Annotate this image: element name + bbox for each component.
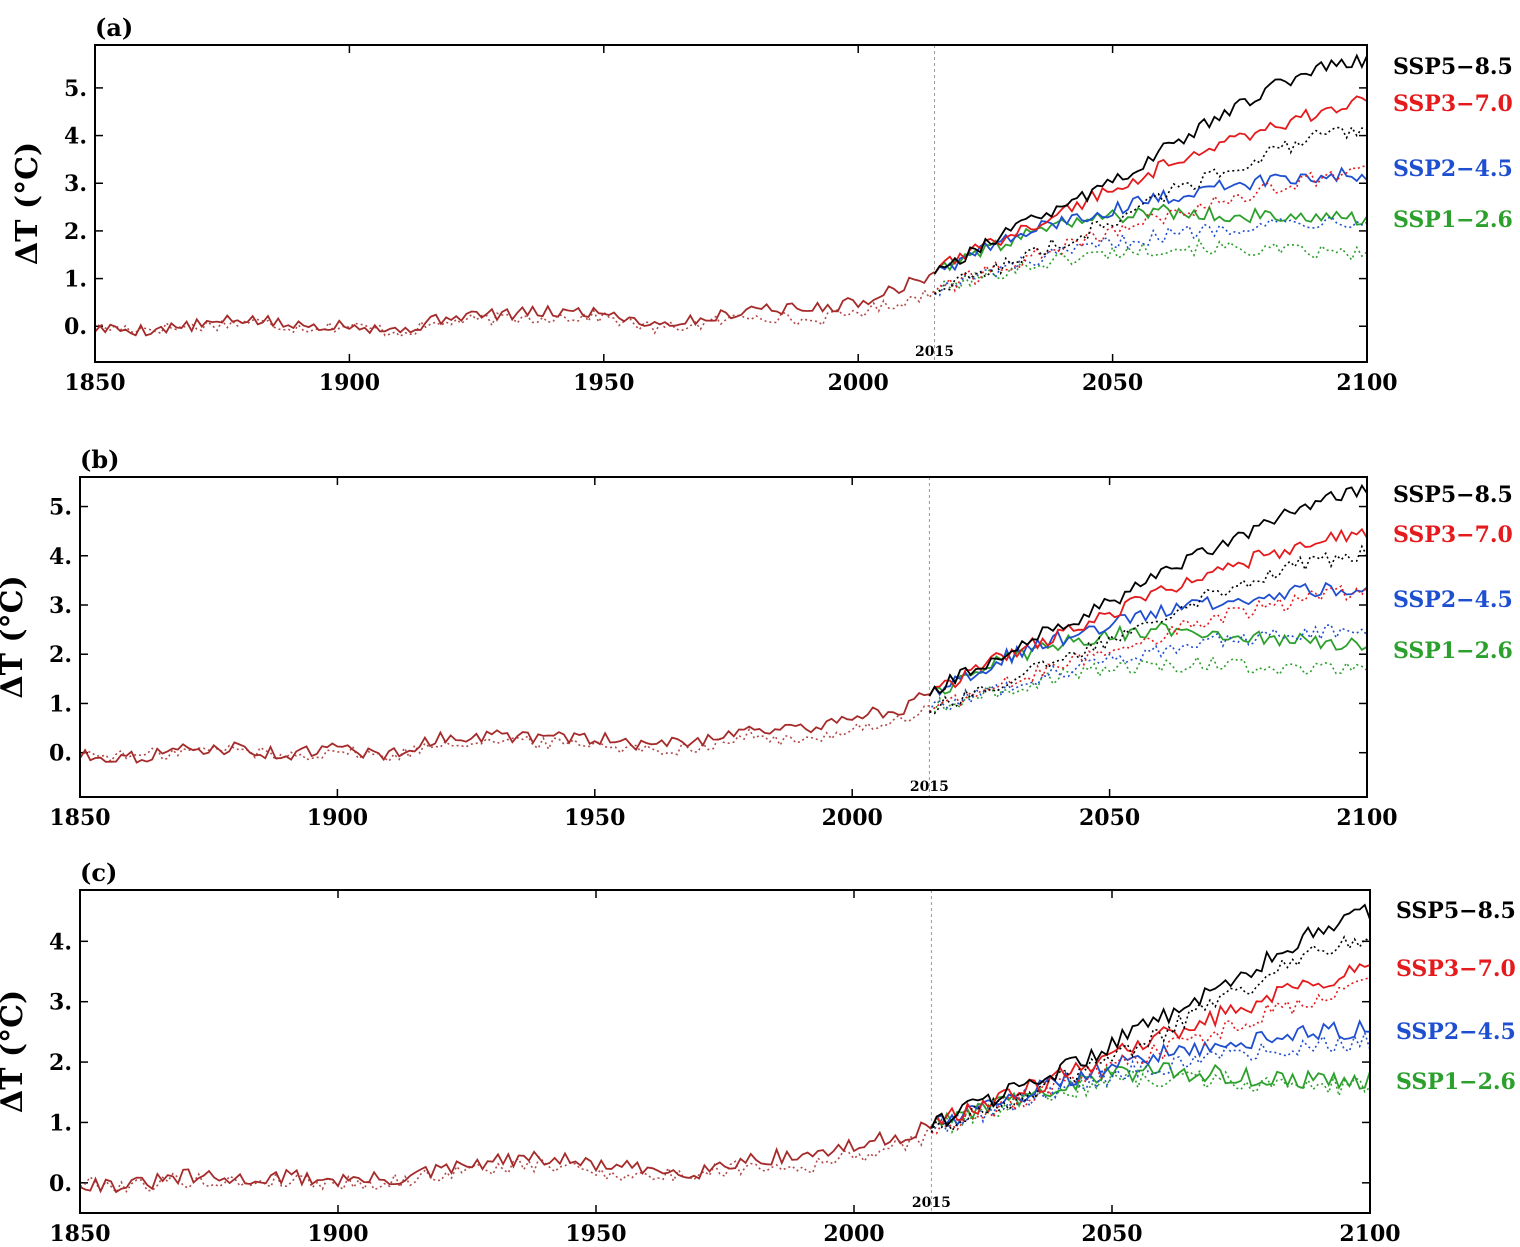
y-tick-label: 4. (49, 929, 72, 955)
y-tick-label: 1. (49, 691, 72, 717)
x-tick-label: 2050 (1079, 805, 1140, 831)
plot-area (80, 903, 1370, 1194)
legend-label-ssp1-2-6: SSP1−2.6 (1393, 638, 1513, 664)
x-tick-label: 1900 (319, 370, 380, 396)
y-tick-label: 4. (49, 544, 72, 570)
legend-label-ssp3-7-0: SSP3−7.0 (1393, 91, 1513, 117)
series-ssp1-2-6-dotted-line (934, 238, 1367, 295)
x-tick-label: 1950 (564, 805, 625, 831)
y-axis-label: ΔT (°C) (0, 990, 30, 1113)
y-tick-label: 4. (64, 124, 87, 150)
plot-frame (79, 476, 1368, 798)
series-ssp5-8-5-solid-line (930, 903, 1370, 1129)
panel-b: (b) ΔT (°C) 1850 1900 1950 2000 2050 2100 0. 1. 2.… (0, 445, 1513, 831)
legend-label-ssp2-4-5: SSP2−4.5 (1393, 587, 1513, 613)
series-ssp1-2-6-solid-line (930, 1062, 1370, 1129)
series-ssp5-8-5-dotted-line (930, 935, 1370, 1133)
x-tick-label: 1850 (49, 805, 110, 831)
legend-label-ssp5-8-5: SSP5−8.5 (1393, 482, 1513, 508)
x-tick-label: 2050 (1081, 1221, 1142, 1247)
x-tick-label: 2000 (822, 805, 883, 831)
series-ssp3-7-0-dotted-line (931, 977, 1370, 1135)
y-tick-label: 1. (49, 1110, 72, 1136)
x-tick-label: 1900 (307, 805, 368, 831)
x-tick-label: 1850 (49, 1221, 110, 1247)
series-ssp5-8-5-solid-line (928, 483, 1367, 697)
y-tick-label: 2. (49, 642, 72, 668)
x-tick-label: 2000 (823, 1221, 884, 1247)
plot-frame (79, 889, 1371, 1214)
legend-label-ssp3-7-0: SSP3−7.0 (1393, 522, 1513, 548)
scenario-start-label: 2015 (912, 1195, 951, 1211)
y-tick-label: 2. (64, 219, 87, 245)
x-tick-label: 1900 (307, 1221, 368, 1247)
x-tick-label: 1850 (64, 370, 125, 396)
series-ssp3-7-0-dotted-line (928, 584, 1367, 713)
legend-label-ssp2-4-5: SSP2−4.5 (1393, 156, 1513, 182)
plot-area (80, 483, 1367, 764)
scenario-start-label: 2015 (915, 344, 954, 360)
panel-label: (c) (80, 858, 117, 887)
series-ssp5-8-5-dotted-line (934, 125, 1367, 295)
series-ssp2-4-5-solid-line (930, 1018, 1370, 1129)
x-tick-label: 2100 (1336, 370, 1397, 396)
y-tick-label: 3. (49, 593, 72, 619)
legend-label-ssp5-8-5: SSP5−8.5 (1396, 898, 1516, 924)
legend-label-ssp1-2-6: SSP1−2.6 (1393, 207, 1513, 233)
x-tick-label: 2100 (1339, 1221, 1400, 1247)
panel-c: (c) ΔT (°C) 1850 1900 1950 2000 2050 2100 0. 1. 2.… (0, 858, 1516, 1247)
y-tick-label: 0. (49, 741, 72, 767)
series-ssp2-4-5-solid-line (928, 581, 1367, 697)
y-tick-label: 2. (49, 1050, 72, 1076)
x-tick-label: 2000 (828, 370, 889, 396)
y-tick-label: 3. (64, 171, 87, 197)
series-ssp5-8-5-solid-line (933, 53, 1367, 275)
historical-solid-line (80, 692, 930, 764)
series-ssp1-2-6-solid-line (933, 203, 1367, 275)
panel-label: (b) (80, 445, 120, 474)
legend-label-ssp5-8-5: SSP5−8.5 (1393, 54, 1513, 80)
series-ssp2-4-5-dotted-line (930, 1030, 1370, 1135)
series-ssp3-7-0-solid-line (930, 963, 1370, 1129)
series-ssp5-8-5-dotted-line (929, 544, 1367, 715)
legend-label-ssp2-4-5: SSP2−4.5 (1396, 1019, 1516, 1045)
x-tick-label: 1950 (573, 370, 634, 396)
x-tick-label: 2050 (1082, 370, 1143, 396)
legend-label-ssp3-7-0: SSP3−7.0 (1396, 956, 1516, 982)
series-ssp3-7-0-dotted-line (933, 165, 1367, 295)
plot-area (95, 53, 1367, 338)
series-ssp2-4-5-solid-line (933, 166, 1367, 275)
y-tick-label: 1. (64, 267, 87, 293)
scenario-start-label: 2015 (910, 779, 949, 795)
y-axis-label: ΔT (°C) (10, 142, 45, 265)
y-axis-label: ΔT (°C) (0, 575, 30, 698)
historical-dotted-line (95, 288, 936, 338)
x-tick-label: 1950 (565, 1221, 626, 1247)
legend-label-ssp1-2-6: SSP1−2.6 (1396, 1069, 1516, 1095)
panel-label: (a) (95, 13, 133, 42)
series-ssp3-7-0-solid-line (933, 95, 1367, 275)
historical-dotted-line (80, 1125, 932, 1194)
historical-solid-line (80, 1121, 932, 1194)
y-tick-label: 0. (64, 314, 87, 340)
y-tick-label: 5. (49, 495, 72, 521)
x-tick-label: 2100 (1336, 805, 1397, 831)
series-ssp2-4-5-dotted-line (934, 215, 1367, 297)
y-tick-label: 3. (49, 990, 72, 1016)
y-tick-label: 0. (49, 1171, 72, 1197)
series-ssp3-7-0-solid-line (928, 527, 1367, 697)
panel-a: (a) ΔT (°C) 1850 1900 1950 2000 2050 2100 0. 1. 2.… (10, 13, 1513, 396)
historical-solid-line (95, 271, 935, 337)
y-tick-label: 5. (64, 76, 87, 102)
plot-frame (94, 44, 1368, 363)
